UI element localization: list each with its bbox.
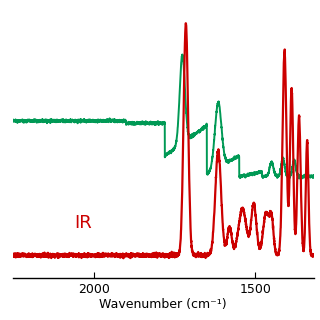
Text: IR: IR xyxy=(74,214,92,232)
X-axis label: Wavenumber (cm⁻¹): Wavenumber (cm⁻¹) xyxy=(100,298,227,311)
